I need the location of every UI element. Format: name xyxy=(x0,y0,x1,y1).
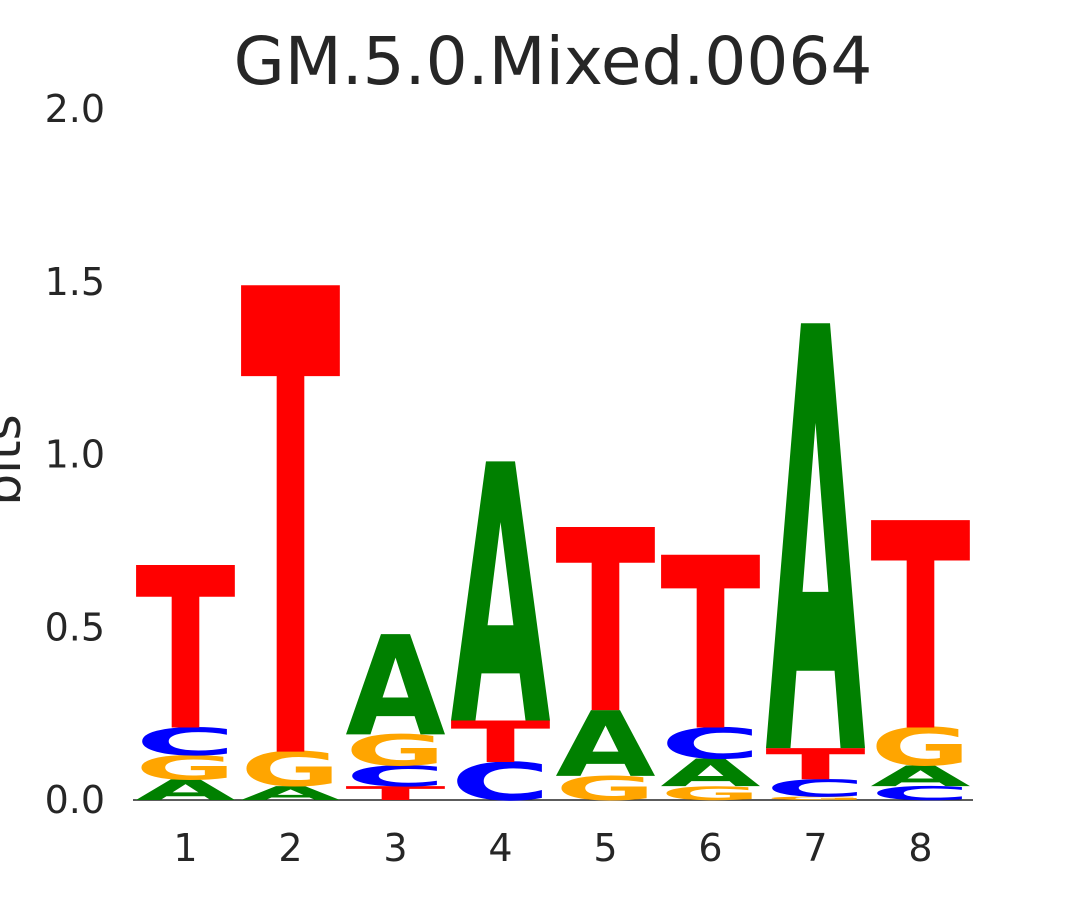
letter-T: T xyxy=(660,508,760,784)
y-tick-label: 1.5 xyxy=(45,260,105,304)
letter-A: A xyxy=(135,774,236,807)
letter-C: C xyxy=(660,719,760,769)
x-tick-label: 3 xyxy=(383,826,407,870)
letter-T: T xyxy=(870,465,970,795)
x-axis-ticks: 1 2 3 4 5 6 7 8 xyxy=(173,826,932,870)
letter-T: T xyxy=(135,521,235,781)
letter-G: G xyxy=(660,782,760,804)
letter-A: A xyxy=(345,608,445,768)
x-tick-label: 7 xyxy=(803,826,827,870)
x-tick-label: 8 xyxy=(908,826,932,870)
stack-position-5: GAT xyxy=(555,477,655,808)
letter-T: T xyxy=(345,782,445,804)
letter-C: C xyxy=(765,775,865,803)
y-axis-ticks: 0.0 0.5 1.0 1.5 2.0 xyxy=(45,87,105,822)
letter-G: G xyxy=(135,749,235,788)
letter-C: C xyxy=(135,720,235,764)
y-tick-label: 1.0 xyxy=(45,433,105,477)
letter-T: T xyxy=(555,477,655,770)
y-axis-label: bits xyxy=(0,414,32,505)
stack-position-4: CTA xyxy=(450,392,551,812)
letter-C: C xyxy=(450,752,550,812)
y-tick-label: 2.0 xyxy=(45,87,105,131)
x-tick-label: 2 xyxy=(278,826,302,870)
letter-T: T xyxy=(765,740,866,790)
letter-C: C xyxy=(345,760,445,793)
y-tick-label: 0.5 xyxy=(45,605,105,649)
letter-A: A xyxy=(870,760,971,793)
letter-A: A xyxy=(555,693,655,798)
y-tick-label: 0.0 xyxy=(45,778,105,822)
letter-A: A xyxy=(240,782,341,804)
letter-G: G xyxy=(555,770,655,809)
letter-G: G xyxy=(765,796,865,801)
letter-A: A xyxy=(660,751,760,795)
x-tick-label: 5 xyxy=(593,826,617,870)
x-tick-label: 6 xyxy=(698,826,722,870)
stack-position-2: AGT xyxy=(240,159,341,900)
x-tick-label: 4 xyxy=(488,826,512,870)
letter-G: G xyxy=(345,726,445,776)
letter-G: G xyxy=(870,718,970,779)
letter-A: A xyxy=(450,392,551,805)
letter-G: G xyxy=(240,742,340,797)
x-tick-label: 1 xyxy=(173,826,197,870)
letter-T: T xyxy=(240,159,341,900)
letter-T: T xyxy=(450,710,550,776)
chart-title: GM.5.0.Mixed.0064 xyxy=(234,23,873,100)
letter-C: C xyxy=(870,783,970,805)
letter-A: A xyxy=(765,207,866,886)
